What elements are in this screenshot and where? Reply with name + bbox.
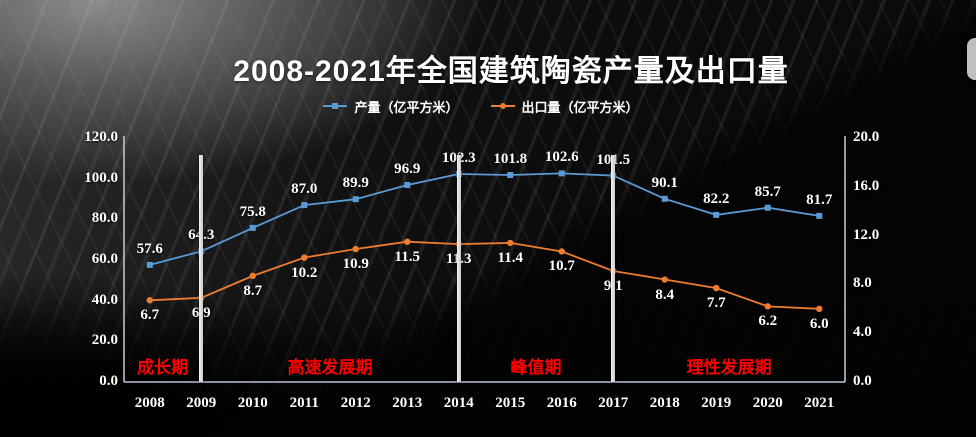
legend-label: 产量（亿平方米）	[354, 99, 459, 115]
x-axis-label: 2017	[598, 395, 629, 411]
production-data-label: 102.6	[544, 149, 579, 166]
y-axis-left-label: 60.0	[91, 251, 118, 267]
production-data-label: 87.0	[291, 181, 318, 198]
production-marker	[301, 202, 308, 209]
export-data-label: 8.7	[243, 282, 263, 299]
production-marker	[558, 170, 565, 177]
export-data-label: 11.5	[394, 248, 420, 265]
production-marker	[661, 195, 668, 202]
export-marker	[816, 305, 823, 312]
export-marker	[661, 276, 668, 283]
legend: 产量（亿平方米） 出口量（亿平方米）	[0, 96, 962, 116]
production-data-label: 75.8	[239, 203, 266, 220]
square-marker-icon	[323, 101, 348, 111]
production-data-label: 81.7	[806, 191, 833, 208]
export-marker	[352, 245, 359, 253]
export-data-label: 7.7	[706, 295, 726, 312]
export-data-label: 6.2	[758, 313, 778, 330]
production-data-label: 89.9	[342, 175, 369, 192]
export-marker	[558, 248, 565, 255]
export-marker	[764, 303, 771, 310]
x-axis-label: 2018	[649, 395, 680, 411]
chart-title: 2008-2021年全国建筑陶瓷产量及出口量	[233, 55, 789, 88]
production-data-label: 57.6	[136, 240, 163, 257]
production-data-label: 101.8	[493, 151, 528, 167]
x-axis-label: 2008	[134, 395, 165, 411]
export-marker	[713, 284, 720, 292]
export-marker	[249, 272, 256, 280]
export-data-label: 10.9	[342, 256, 369, 273]
scrollbar-thumb[interactable]	[967, 38, 976, 80]
export-data-label: 10.7	[548, 258, 575, 275]
y-axis-left-label: 120.0	[84, 129, 118, 145]
x-axis-label: 2021	[804, 395, 835, 411]
legend-item-export: 出口量（亿平方米）	[490, 97, 639, 116]
x-axis-label: 2010	[237, 395, 268, 411]
production-marker	[816, 212, 823, 219]
production-marker	[713, 211, 720, 218]
phase-divider	[611, 155, 616, 382]
y-axis-right-label: 16.0	[853, 177, 880, 194]
production-marker	[764, 204, 771, 211]
production-data-label: 96.9	[394, 160, 421, 177]
export-data-label: 6.0	[809, 315, 829, 332]
production-marker	[352, 196, 359, 203]
x-axis-label: 2011	[289, 395, 319, 411]
x-axis-label: 2012	[340, 395, 371, 411]
legend-label: 出口量（亿平方米）	[521, 99, 639, 115]
export-marker	[301, 254, 308, 261]
y-axis-right-label: 20.0	[853, 129, 880, 145]
export-data-label: 11.4	[497, 249, 523, 266]
export-series-line	[149, 240, 820, 310]
x-axis-label: 2015	[495, 395, 526, 411]
export-data-label: 6.7	[140, 307, 160, 324]
phase-label: 成长期	[137, 358, 189, 377]
y-axis-left-label: 20.0	[91, 332, 118, 349]
phase-divider	[199, 155, 204, 382]
production-data-label: 82.2	[703, 190, 730, 207]
y-axis-right-label: 8.0	[853, 275, 872, 292]
production-marker	[507, 172, 514, 179]
production-data-label: 90.1	[651, 174, 678, 191]
x-axis-label: 2013	[392, 395, 423, 411]
production-data-label: 85.7	[754, 183, 781, 200]
y-axis-right-label: 4.0	[853, 324, 872, 341]
y-axis-left-label: 40.0	[91, 291, 118, 308]
export-data-label: 8.4	[655, 286, 675, 303]
phase-label: 峰值期	[510, 358, 562, 377]
phase-label: 理性发展期	[686, 358, 772, 377]
production-marker	[249, 224, 256, 231]
production-marker	[146, 261, 153, 268]
phase-label: 高速发展期	[287, 358, 373, 377]
x-axis-label: 2014	[443, 395, 474, 411]
export-data-label: 10.2	[291, 264, 318, 281]
circle-marker-icon	[490, 101, 515, 111]
production-series-line	[149, 172, 820, 266]
phase-divider	[456, 155, 461, 382]
x-axis-label: 2009	[186, 395, 217, 411]
x-axis-label: 2020	[752, 395, 783, 411]
y-axis-left-label: 0.0	[99, 373, 118, 389]
export-marker	[146, 297, 153, 304]
production-marker	[404, 181, 411, 188]
export-marker	[507, 239, 514, 247]
y-axis-right-label: 12.0	[853, 226, 880, 243]
y-axis-right-label: 0.0	[853, 373, 872, 389]
y-axis-left-label: 100.0	[84, 169, 118, 186]
x-axis-label: 2016	[546, 395, 577, 411]
y-axis-left-label: 80.0	[91, 210, 118, 227]
export-marker	[404, 238, 411, 245]
x-axis-label: 2019	[701, 395, 732, 411]
legend-item-production: 产量（亿平方米）	[323, 97, 459, 116]
